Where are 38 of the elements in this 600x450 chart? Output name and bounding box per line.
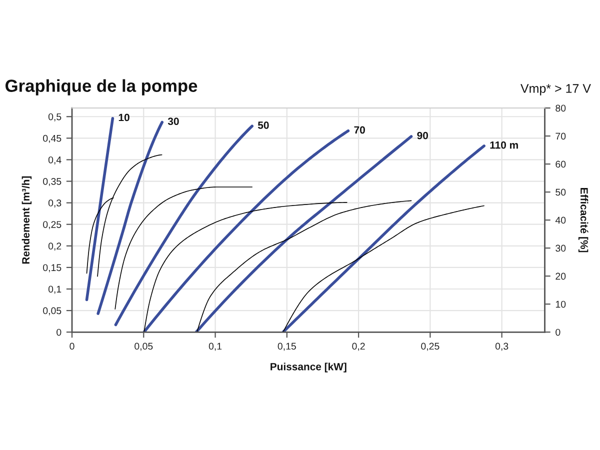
y2-tick-label: 60 — [556, 160, 566, 168]
y2-tick-label: 40 — [555, 216, 566, 224]
y-tick-label: 0,25 — [43, 221, 62, 230]
x-tick-label: 0,2 — [352, 342, 365, 351]
series-label: 70 — [354, 126, 365, 134]
x-tick-label: 0 — [70, 342, 74, 350]
x-tick-label: 0,3 — [495, 342, 508, 351]
y2-tick-label: 80 — [556, 104, 566, 112]
y-tick-label: 0,35 — [43, 178, 62, 186]
series-label: 30 — [168, 118, 179, 126]
y2-axis-title: Efficacité [%] — [578, 188, 588, 252]
y2-tick-label: 70 — [556, 132, 566, 140]
y-tick-label: 0,2 — [48, 242, 62, 251]
x-axis-title: Puissance [kW] — [270, 362, 346, 372]
chart-title: Graphique de la pompe — [6, 79, 198, 96]
y-tick-label: 0,4 — [48, 156, 62, 164]
y-tick-label: 0,5 — [48, 113, 62, 122]
y2-tick-label: 10 — [556, 300, 566, 308]
x-tick-label: 0,15 — [278, 342, 296, 351]
y-tick-label: 0 — [56, 328, 62, 336]
y2-tick-label: 0 — [556, 328, 560, 336]
y-tick-label: 0,05 — [43, 307, 62, 316]
x-tick-label: 0,1 — [208, 342, 222, 351]
series-label: 110 m — [490, 141, 518, 149]
x-tick-label: 0,05 — [134, 342, 153, 351]
x-tick-label: 0,25 — [421, 342, 440, 351]
y2-tick-label: 50 — [556, 188, 566, 196]
y-axis-title: Rendement [m³/h] — [22, 176, 32, 264]
series-label: 10 — [118, 114, 130, 122]
y2-tick-label: 20 — [556, 272, 566, 280]
y-tick-label: 0,15 — [43, 264, 62, 272]
y-tick-label: 0,1 — [48, 286, 62, 294]
series-label: 50 — [258, 122, 269, 129]
y2-tick-label: 30 — [556, 244, 566, 252]
series-label: 90 — [417, 132, 428, 140]
y-tick-label: 0,45 — [43, 134, 62, 143]
chart-subtitle: Vmp* > 17 V — [520, 84, 591, 96]
y-tick-label: 0,3 — [48, 200, 62, 208]
